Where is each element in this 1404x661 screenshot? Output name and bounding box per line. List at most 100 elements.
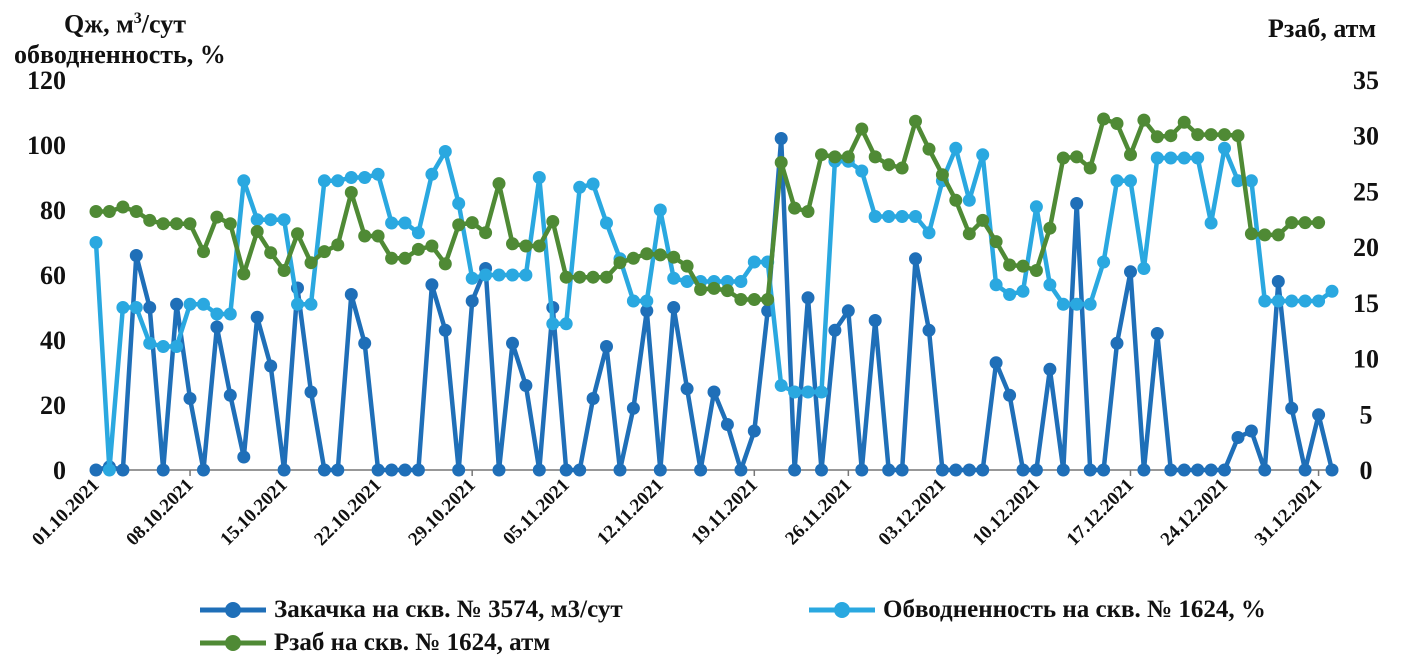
data-point-injection bbox=[89, 463, 103, 477]
data-point-pressure bbox=[223, 217, 237, 231]
data-point-injection bbox=[949, 463, 963, 477]
series-injection bbox=[89, 132, 1339, 477]
x-tick-label: 12.11.2021 bbox=[593, 475, 668, 550]
data-point-injection bbox=[1097, 463, 1111, 477]
data-point-pressure bbox=[210, 210, 224, 224]
data-point-injection bbox=[331, 463, 345, 477]
data-point-injection bbox=[492, 463, 506, 477]
data-point-injection bbox=[1150, 327, 1164, 340]
right-tick-label: 10 bbox=[1353, 345, 1379, 374]
data-point-injection bbox=[237, 450, 251, 464]
data-point-pressure bbox=[438, 257, 452, 271]
data-point-watercut bbox=[129, 301, 143, 314]
data-point-watercut bbox=[801, 385, 815, 399]
data-point-watercut bbox=[882, 210, 896, 223]
data-point-injection bbox=[1191, 463, 1205, 477]
data-point-pressure bbox=[452, 218, 466, 232]
data-point-injection bbox=[1285, 401, 1299, 415]
left-tick-label: 100 bbox=[27, 131, 66, 160]
data-point-watercut bbox=[237, 174, 251, 188]
data-point-watercut bbox=[1164, 151, 1178, 165]
data-point-pressure bbox=[720, 284, 734, 298]
data-point-pressure bbox=[102, 205, 116, 218]
data-point-pressure bbox=[331, 238, 345, 252]
data-point-injection bbox=[962, 463, 976, 477]
data-point-pressure bbox=[1083, 161, 1097, 175]
data-point-injection bbox=[452, 463, 466, 477]
legend-item-watercut: Обводненность на скв. № 1624, % bbox=[807, 596, 1266, 624]
data-point-pressure bbox=[519, 239, 533, 253]
data-point-pressure bbox=[116, 200, 130, 214]
data-point-injection bbox=[1110, 336, 1124, 350]
data-point-injection bbox=[1083, 463, 1097, 477]
data-point-watercut bbox=[868, 210, 882, 223]
data-point-pressure bbox=[532, 239, 546, 253]
series-line-injection bbox=[95, 136, 1335, 473]
left-axis-title-part2: /сут bbox=[141, 9, 186, 39]
data-point-injection bbox=[1016, 463, 1030, 477]
data-point-pressure bbox=[909, 114, 922, 128]
data-point-injection bbox=[371, 463, 385, 477]
data-point-injection bbox=[909, 252, 922, 266]
data-point-injection bbox=[895, 463, 909, 477]
data-point-injection bbox=[143, 301, 157, 314]
data-point-pressure bbox=[1298, 216, 1312, 230]
data-point-watercut bbox=[1016, 284, 1030, 298]
data-point-pressure bbox=[667, 250, 681, 264]
data-point-pressure bbox=[465, 216, 479, 230]
data-point-pressure bbox=[788, 201, 802, 215]
data-point-watercut bbox=[277, 213, 291, 227]
data-point-injection bbox=[600, 340, 613, 353]
data-point-watercut bbox=[465, 271, 479, 285]
left-tick-label: 40 bbox=[40, 326, 66, 355]
data-point-pressure bbox=[1164, 129, 1178, 143]
data-point-watercut bbox=[855, 164, 869, 178]
data-point-watercut bbox=[680, 275, 694, 288]
data-point-watercut bbox=[949, 141, 963, 155]
data-point-pressure bbox=[277, 264, 291, 277]
data-point-watercut bbox=[398, 216, 412, 230]
data-point-pressure bbox=[1137, 113, 1151, 127]
data-point-injection bbox=[1029, 463, 1043, 477]
data-point-watercut bbox=[667, 271, 681, 285]
x-tick-label: 26.11.2021 bbox=[781, 475, 856, 550]
data-point-injection bbox=[1231, 431, 1245, 444]
data-point-watercut bbox=[640, 294, 654, 308]
data-point-pressure bbox=[237, 267, 251, 281]
data-point-pressure bbox=[962, 227, 976, 241]
x-tick-label: 29.10.2021 bbox=[404, 475, 479, 550]
data-point-injection bbox=[882, 463, 896, 477]
data-point-pressure bbox=[707, 281, 721, 295]
data-point-injection bbox=[720, 418, 734, 431]
data-point-pressure bbox=[1218, 128, 1231, 142]
data-point-injection bbox=[586, 392, 600, 405]
data-point-injection bbox=[1271, 275, 1285, 288]
data-point-watercut bbox=[197, 297, 210, 311]
data-point-watercut bbox=[1312, 294, 1326, 308]
data-point-watercut bbox=[546, 317, 560, 331]
data-point-pressure bbox=[1312, 216, 1326, 230]
data-point-watercut bbox=[976, 148, 990, 162]
data-point-pressure bbox=[1124, 148, 1137, 162]
data-point-watercut bbox=[89, 236, 103, 249]
data-point-watercut bbox=[747, 255, 761, 269]
data-point-watercut bbox=[1258, 294, 1272, 308]
data-point-injection bbox=[989, 356, 1003, 370]
left-axis-ticks: 0 20 40 60 80 100 120 bbox=[27, 66, 66, 485]
left-axis-title: Qж, м3/сут bbox=[64, 4, 186, 40]
data-point-watercut bbox=[962, 193, 976, 207]
data-point-pressure bbox=[1029, 264, 1043, 277]
data-point-watercut bbox=[143, 336, 157, 350]
data-point-pressure bbox=[1070, 150, 1084, 164]
legend-item-pressure: Рзаб на скв. № 1624, атм bbox=[198, 629, 550, 657]
data-point-injection bbox=[573, 463, 587, 477]
data-point-injection bbox=[116, 463, 130, 477]
right-axis-title: Рзаб, атм bbox=[1268, 14, 1377, 43]
data-point-watercut bbox=[1137, 262, 1151, 275]
data-point-injection bbox=[613, 463, 627, 477]
data-point-injection bbox=[774, 132, 788, 145]
data-point-watercut bbox=[532, 171, 546, 184]
data-point-injection bbox=[344, 288, 358, 301]
data-point-pressure bbox=[1231, 129, 1245, 143]
data-point-pressure bbox=[317, 245, 331, 259]
